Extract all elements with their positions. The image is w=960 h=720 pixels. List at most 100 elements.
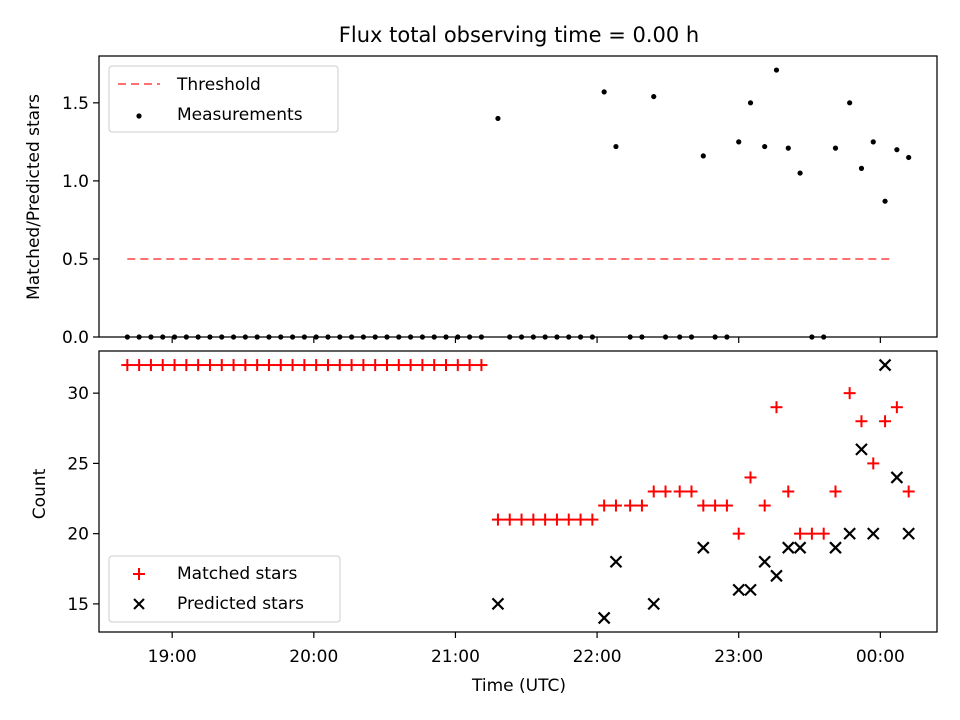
matched-star-point xyxy=(463,359,476,372)
matched-star-point xyxy=(475,359,488,372)
measurement-point xyxy=(773,67,780,73)
predicted-star-point xyxy=(855,443,868,456)
predicted-star-stroke-b xyxy=(732,583,745,597)
matched-star-point xyxy=(357,359,370,372)
predicted-star-stroke-b xyxy=(697,541,710,554)
predicted-star-point xyxy=(902,527,915,540)
bottom-y-tick-label: 20 xyxy=(67,525,89,545)
predicted-star-point xyxy=(597,611,611,625)
bottom-y-tick-label: 30 xyxy=(67,384,89,404)
bottom-panel-ylabel: Count xyxy=(30,468,50,519)
matched-star-point xyxy=(416,359,429,372)
matched-star-point xyxy=(192,359,205,372)
predicted-star-point xyxy=(491,597,505,611)
predicted-star-point xyxy=(843,527,856,540)
matched-star-point xyxy=(598,499,611,512)
predicted-star-point xyxy=(647,597,661,611)
matched-star-point xyxy=(574,513,587,526)
matched-star-point xyxy=(428,359,441,372)
top-y-tick-label: 1.0 xyxy=(62,172,89,192)
top-legend-box xyxy=(108,65,339,133)
matched-star-point xyxy=(647,485,660,498)
top-panel-frame xyxy=(98,55,938,338)
measurement-point xyxy=(762,143,768,150)
predicted-star-point xyxy=(890,471,904,484)
predicted-star-point xyxy=(782,541,795,554)
matched-star-point xyxy=(440,359,453,372)
matched-star-point xyxy=(180,359,193,372)
predicted-star-stroke-b xyxy=(609,555,623,569)
bottom-y-tick-label: 15 xyxy=(67,595,89,615)
bottom-panel-frame xyxy=(98,350,938,633)
matched-star-point xyxy=(227,359,240,372)
matched-star-point xyxy=(215,359,228,372)
matched-star-point xyxy=(286,359,299,372)
predicted-star-point xyxy=(866,527,880,540)
matched-star-point xyxy=(156,359,169,372)
measurements-legend-label: Measurements xyxy=(177,105,303,125)
matched-star-point xyxy=(550,513,563,526)
matched-star-point xyxy=(805,527,818,540)
matched-star-point xyxy=(133,359,146,372)
matched-star-point xyxy=(624,499,637,512)
measurement-point xyxy=(870,139,876,145)
predicted-star-point xyxy=(697,541,710,554)
predicted-star-point xyxy=(829,541,842,554)
matched-star-point xyxy=(345,359,358,372)
bottom-panel-legend: Matched stars Predicted stars xyxy=(108,555,341,623)
matched-star-point xyxy=(144,359,157,372)
matched-star-point xyxy=(635,499,648,512)
predicted-star-stroke-b xyxy=(647,597,661,611)
predicted-star-point xyxy=(793,541,807,554)
bottom-x-tick-label: 00:00 xyxy=(856,647,905,667)
measurement-point xyxy=(906,154,912,161)
matched-star-point xyxy=(121,359,134,372)
bottom-x-tick-label: 23:00 xyxy=(714,647,763,667)
bottom-y-tick-label: 25 xyxy=(67,454,89,474)
matched-star-point xyxy=(527,513,540,526)
predicted-star-stroke-b xyxy=(866,527,880,540)
matched-star-point xyxy=(491,513,504,526)
matched-star-point xyxy=(709,499,722,512)
matched-star-point xyxy=(333,359,346,372)
predicted-star-stroke-b xyxy=(902,527,915,540)
matched-star-point xyxy=(515,513,528,526)
predicted-star-stroke-b xyxy=(855,443,868,456)
predicted-star-stroke-b xyxy=(782,541,795,554)
matched-star-point xyxy=(274,359,287,372)
matched-star-point xyxy=(262,359,275,372)
matched-star-point xyxy=(697,499,710,512)
matched-star-point xyxy=(586,513,599,526)
predicted-star-stroke-b xyxy=(758,555,771,569)
measurement-point xyxy=(785,145,791,151)
predicted-star-point xyxy=(770,569,783,583)
matched-star-point xyxy=(720,499,733,512)
measurement-point xyxy=(736,139,742,145)
predicted-star-point xyxy=(732,583,745,597)
matched-star-point xyxy=(239,359,252,372)
predicted-star-stroke-b xyxy=(744,583,757,597)
top-y-tick-label: 0.5 xyxy=(62,250,89,270)
matched-star-point xyxy=(843,387,856,400)
bottom-x-tick-label: 20:00 xyxy=(289,647,338,667)
predicted-star-stroke-b xyxy=(793,541,807,554)
measurement-point xyxy=(495,115,501,122)
matched-star-point xyxy=(879,415,892,428)
measurement-point xyxy=(858,165,865,171)
predicted-star-stroke-b xyxy=(878,358,892,372)
matched-star-point xyxy=(310,359,323,372)
measurement-point xyxy=(651,93,657,100)
bottom-x-tick-label: 21:00 xyxy=(431,647,480,667)
matched-star-point xyxy=(829,485,842,498)
bottom-x-tick-label: 22:00 xyxy=(573,647,622,667)
matched-star-point xyxy=(562,513,575,526)
matched-star-point xyxy=(659,485,672,498)
predicted-star-stroke-b xyxy=(770,569,783,583)
predicted-star-stroke-b xyxy=(829,541,842,554)
top-panel-ylabel: Matched/Predicted stars xyxy=(24,94,44,300)
matched-stars-legend-swatch xyxy=(133,568,145,580)
top-y-tick-label: 1.5 xyxy=(62,94,89,114)
matched-star-point xyxy=(902,485,915,498)
predicted-star-stroke-b xyxy=(491,597,505,611)
measurement-point xyxy=(797,170,803,176)
